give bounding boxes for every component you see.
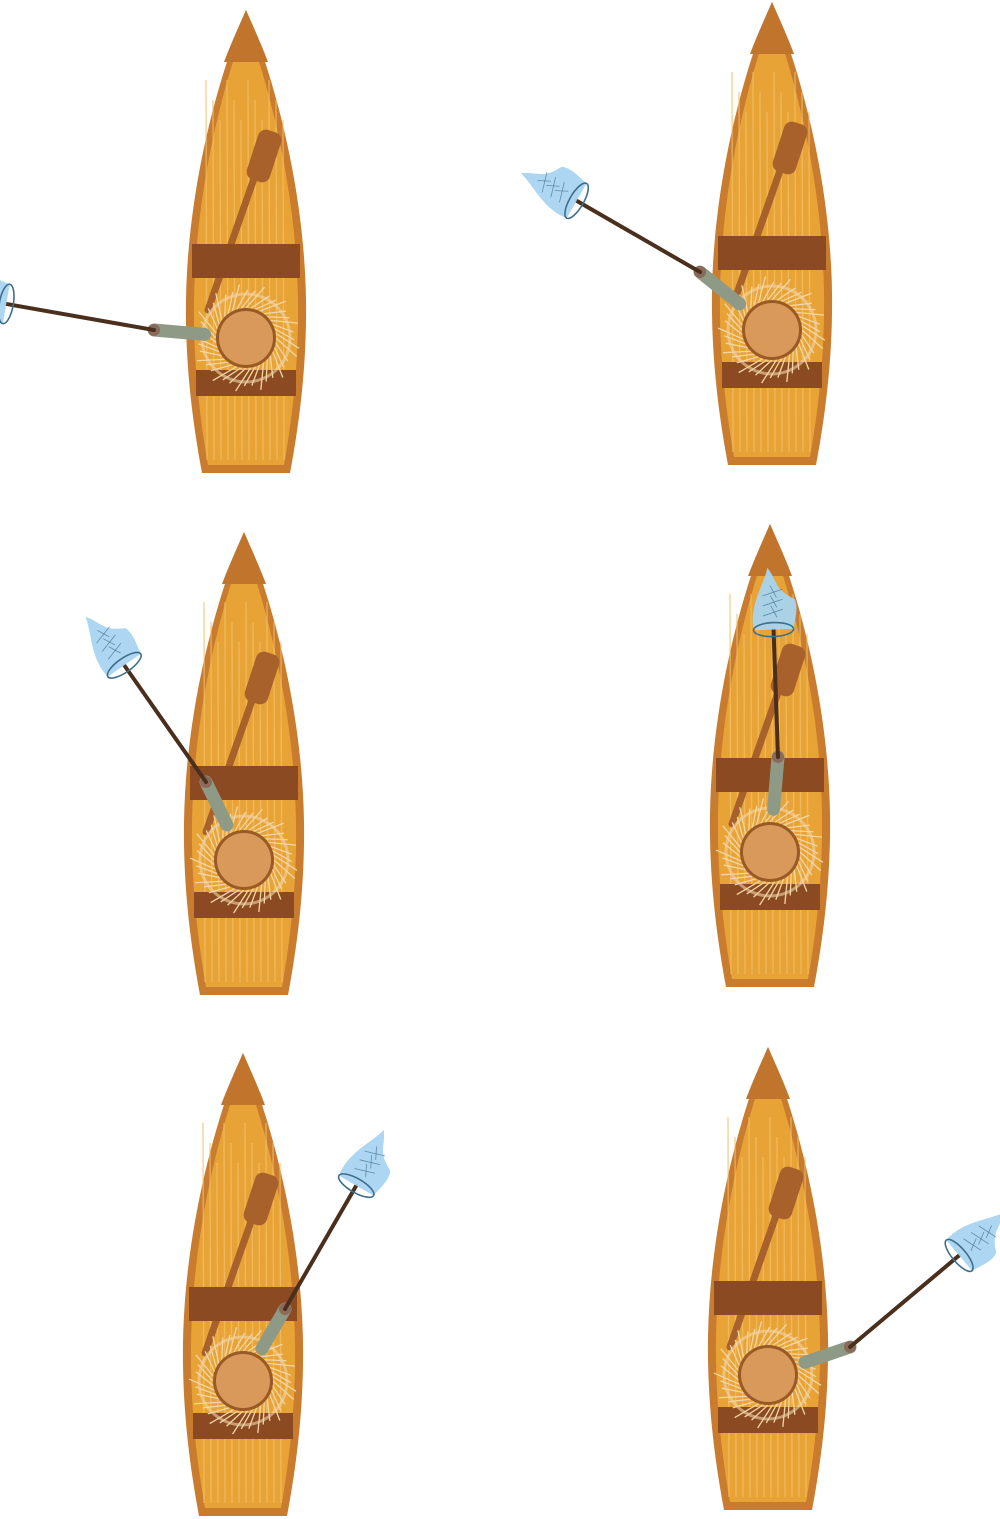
bench-front <box>714 1281 822 1315</box>
hat-crown <box>741 1348 795 1402</box>
fisher-hat <box>189 806 298 914</box>
bench-front <box>192 244 300 278</box>
net-mesh <box>85 616 141 677</box>
fisher-arm <box>693 265 747 311</box>
net-mesh <box>752 567 797 631</box>
boat-6 <box>707 1047 1000 1510</box>
boat-4 <box>709 524 831 987</box>
fisher-hat <box>717 276 826 384</box>
net-handle <box>771 627 780 759</box>
bow-tip <box>224 10 268 62</box>
fisher-hat <box>715 798 824 906</box>
butterfly-net <box>944 1212 1000 1273</box>
net-rim <box>752 621 795 638</box>
fisher-hat <box>713 1321 822 1429</box>
net-rim <box>337 1173 375 1199</box>
bow-tip <box>222 532 266 584</box>
net-mesh <box>338 1129 391 1196</box>
hat-crown <box>217 833 271 887</box>
butterfly-net <box>85 616 142 679</box>
boat-3 <box>85 532 305 995</box>
net-rim <box>564 182 590 220</box>
net-mesh <box>520 166 587 219</box>
net-handle <box>574 198 702 274</box>
hat-crown <box>743 825 797 879</box>
fisher-arm <box>147 323 212 341</box>
fisher-hat <box>191 284 300 392</box>
butterfly-net <box>337 1129 391 1199</box>
oar-blade <box>246 129 282 183</box>
butterfly-net <box>520 166 590 220</box>
bow-tip <box>221 1053 265 1105</box>
butterfly-net <box>0 276 15 325</box>
net-mesh <box>0 276 10 324</box>
bench-front <box>718 236 826 270</box>
net-handle <box>283 1183 359 1311</box>
bow-tip <box>750 2 794 54</box>
hat-crown <box>745 303 799 357</box>
boat-5 <box>182 1053 391 1516</box>
net-mesh <box>946 1212 1000 1271</box>
fisher-hat <box>188 1327 297 1435</box>
oar-blade <box>243 1172 279 1226</box>
hat-crown <box>216 1354 270 1408</box>
net-handle <box>848 1253 962 1349</box>
oar-blade <box>768 1166 804 1220</box>
oar-blade <box>244 651 280 705</box>
boat-1 <box>0 10 307 473</box>
net-handle <box>122 663 208 784</box>
net-rim <box>944 1238 974 1273</box>
bow-tip <box>748 524 792 576</box>
fisher-arm <box>255 1302 292 1356</box>
net-rim <box>106 651 142 679</box>
oar-blade <box>770 643 806 697</box>
net-handle <box>4 301 156 332</box>
butterfly-net <box>752 567 797 638</box>
fisher-arm <box>798 1340 857 1369</box>
hat-crown <box>219 311 273 365</box>
bow-tip <box>746 1047 790 1099</box>
fisher-arm <box>199 775 234 832</box>
fisher-arm <box>767 750 785 816</box>
oar-blade <box>772 121 808 175</box>
boat-2 <box>520 2 833 465</box>
net-rim <box>0 283 15 325</box>
